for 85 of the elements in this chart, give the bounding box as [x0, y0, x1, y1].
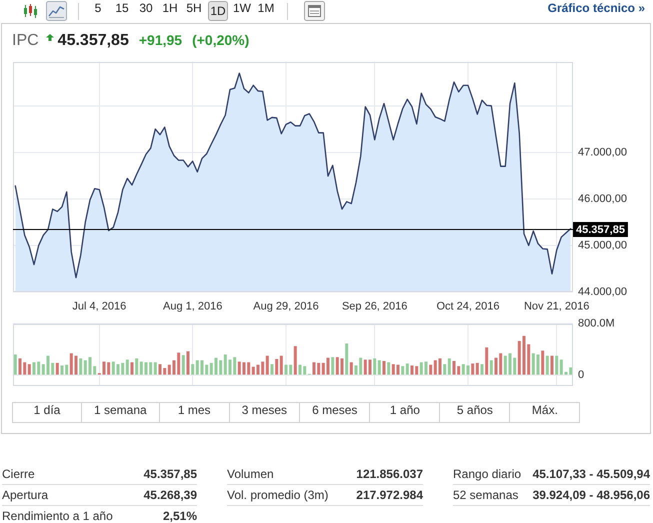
bar: [182, 355, 185, 375]
text: (+0,20%): [192, 32, 250, 48]
bar: [476, 362, 479, 375]
range-tab: 5 años: [440, 402, 510, 423]
range-tab: 1 mes: [160, 402, 230, 423]
text: Gráfico técnico »: [548, 1, 645, 17]
bar: [28, 364, 31, 375]
bar: [56, 362, 59, 375]
range-tab: 3 meses: [230, 402, 300, 423]
range-tab: 6 meses: [300, 402, 370, 423]
bar: [443, 364, 446, 375]
text: 5H: [186, 1, 202, 15]
bar: [406, 364, 409, 375]
range-tab: Máx.: [510, 402, 580, 423]
bar: [401, 366, 404, 375]
y-tick-label: 47.000,00: [578, 146, 627, 158]
text: 1M: [258, 1, 274, 15]
bar: [266, 356, 269, 375]
range-tab: 1 día: [12, 402, 82, 423]
bar: [378, 360, 381, 375]
text: 15: [115, 1, 129, 15]
range-tab: 1 año: [370, 402, 440, 423]
x-tick-label: Aug 1, 2016: [162, 300, 222, 313]
bar: [490, 360, 493, 375]
text: 45.107,33 - 45.509,94: [532, 466, 650, 483]
text: 52 semanas: [453, 487, 518, 504]
bar: [270, 364, 274, 375]
text: 45.268,39: [144, 487, 197, 504]
text: +91,95: [138, 32, 182, 48]
x-tick-label: Aug 29, 2016: [253, 300, 319, 313]
x-tick-label: Jul 4, 2016: [72, 300, 126, 313]
bar: [79, 358, 82, 375]
interval-button: 1D: [208, 1, 228, 21]
text: 1H: [162, 1, 178, 15]
text: 1W: [233, 1, 251, 15]
y-tick-label: 0: [578, 369, 584, 382]
y-tick-label: 46.000,00: [578, 192, 627, 205]
bar: [485, 347, 488, 375]
range-tab: 1 semana: [82, 402, 160, 423]
bar: [429, 364, 432, 375]
bar: [186, 351, 190, 375]
y-tick-label: 44.000,00: [578, 286, 627, 298]
text: 39.924,09 - 48.956,06: [532, 487, 650, 504]
bar: [350, 362, 353, 375]
text: Rango diario: [453, 466, 522, 483]
text: 30: [139, 1, 153, 15]
bar: [471, 364, 474, 375]
bar: [135, 358, 138, 375]
bar: [280, 356, 283, 375]
chart-subtitle: 45.357,85: [58, 32, 129, 49]
text: Vol. promedio (3m): [227, 487, 328, 504]
bar: [126, 360, 129, 375]
bar: [480, 364, 484, 375]
bar: [550, 356, 554, 375]
x-tick-label: Nov 21, 2016: [524, 300, 590, 313]
bar: [541, 350, 544, 375]
y-tick-label: 800.0M: [578, 318, 615, 330]
x-tick-label: Sep 26, 2016: [342, 300, 408, 313]
bar: [191, 364, 194, 375]
bar: [130, 362, 134, 375]
bar: [555, 356, 558, 375]
ref-line-label: 45.357,85: [576, 224, 625, 236]
chart-title: IPC: [12, 32, 39, 49]
bar: [345, 344, 348, 375]
text: Volumen: [227, 466, 274, 483]
text: Rendimiento a 1 año: [2, 508, 113, 523]
text: 2,51%: [162, 508, 197, 523]
bar: [14, 354, 17, 375]
text: 121.856.037: [356, 466, 423, 483]
bar: [275, 359, 278, 375]
bar: [546, 356, 549, 375]
bar: [387, 362, 390, 375]
bar: [331, 357, 334, 375]
text: 217.972.984: [356, 487, 423, 504]
bar: [373, 358, 376, 375]
text: Cierre: [2, 466, 35, 483]
bar: [294, 346, 297, 375]
bar: [154, 362, 157, 375]
bar: [382, 360, 386, 375]
text: 45.357,85: [144, 466, 197, 483]
text: 5: [94, 1, 102, 15]
bar: [448, 358, 451, 375]
x-tick-label: Oct 24, 2016: [436, 300, 500, 313]
y-tick-label: 45.000,00: [578, 239, 627, 252]
text: Apertura: [2, 487, 48, 504]
